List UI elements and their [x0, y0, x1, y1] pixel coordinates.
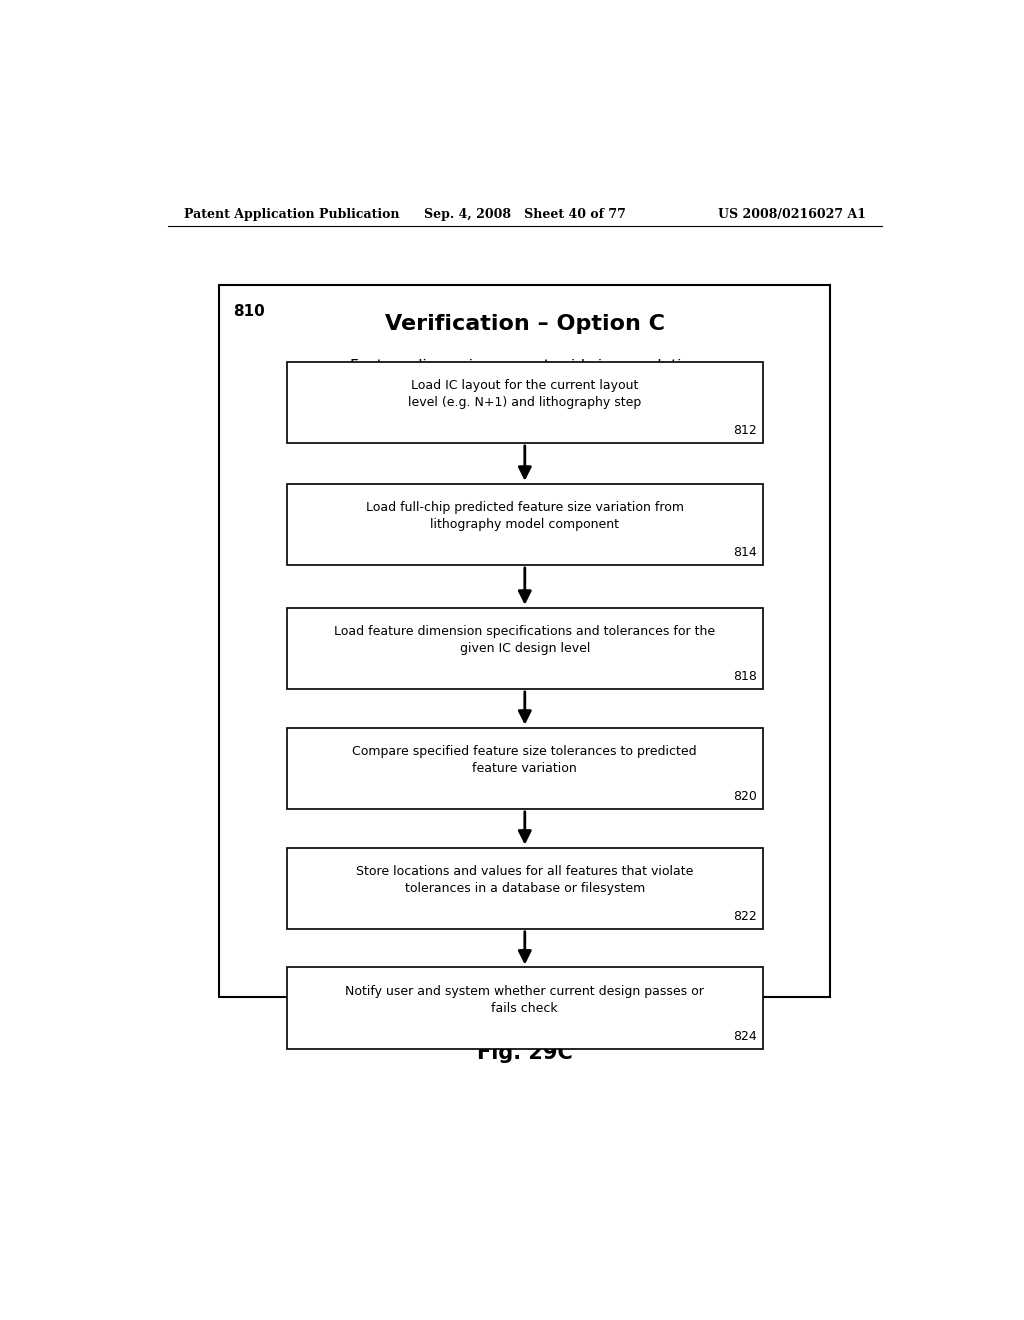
Bar [287, 968, 763, 1049]
Text: Store locations and values for all features that violate
tolerances in a databas: Store locations and values for all featu… [356, 865, 693, 895]
Text: 814: 814 [733, 546, 757, 558]
Text: Load feature dimension specifications and tolerances for the
given IC design lev: Load feature dimension specifications an… [334, 626, 716, 655]
Text: Feature dimensions are at grid size resolution: Feature dimensions are at grid size reso… [349, 359, 700, 375]
Bar [287, 847, 763, 929]
Text: Patent Application Publication: Patent Application Publication [183, 207, 399, 220]
Text: Compare specified feature size tolerances to predicted
feature variation: Compare specified feature size tolerance… [352, 744, 697, 775]
Text: Notify user and system whether current design passes or
fails check: Notify user and system whether current d… [345, 985, 705, 1015]
Text: Sep. 4, 2008   Sheet 40 of 77: Sep. 4, 2008 Sheet 40 of 77 [424, 207, 626, 220]
Bar [287, 607, 763, 689]
Bar [287, 362, 763, 444]
Text: 818: 818 [732, 669, 757, 682]
Text: 810: 810 [233, 304, 265, 318]
Bar [219, 285, 830, 997]
Text: 824: 824 [733, 1030, 757, 1043]
Text: Fig. 29C: Fig. 29C [477, 1043, 572, 1063]
Bar [287, 483, 763, 565]
Text: Load full-chip predicted feature size variation from
lithography model component: Load full-chip predicted feature size va… [366, 502, 684, 531]
Text: US 2008/0216027 A1: US 2008/0216027 A1 [718, 207, 866, 220]
Text: Load IC layout for the current layout
level (e.g. N+1) and lithography step: Load IC layout for the current layout le… [409, 379, 641, 409]
Text: 812: 812 [733, 424, 757, 437]
Text: 820: 820 [732, 789, 757, 803]
Text: 822: 822 [733, 909, 757, 923]
Text: Verification – Option C: Verification – Option C [385, 314, 665, 334]
Bar [287, 727, 763, 809]
